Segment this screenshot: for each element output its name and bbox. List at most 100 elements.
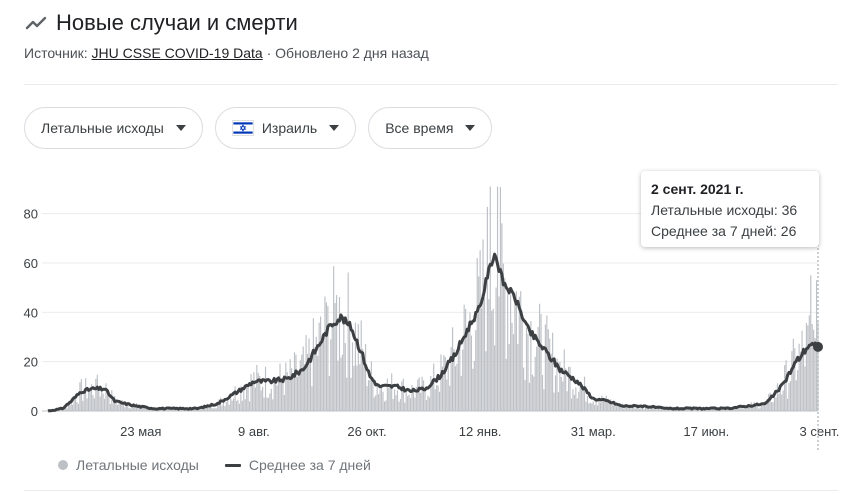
deaths-bar bbox=[101, 387, 103, 411]
deaths-bar bbox=[611, 402, 613, 411]
deaths-bar bbox=[566, 391, 568, 411]
deaths-bar bbox=[325, 302, 327, 411]
deaths-bar bbox=[504, 277, 506, 411]
deaths-bar bbox=[766, 398, 768, 411]
deaths-bar bbox=[151, 409, 153, 411]
deaths-bar bbox=[560, 376, 562, 411]
deaths-bar bbox=[478, 276, 480, 411]
deaths-bar bbox=[288, 378, 290, 411]
deaths-bar bbox=[502, 263, 504, 411]
deaths-bar bbox=[212, 408, 214, 411]
deaths-bar bbox=[467, 324, 470, 411]
deaths-bar bbox=[694, 409, 696, 411]
deaths-bar bbox=[96, 374, 98, 411]
deaths-bar bbox=[114, 396, 116, 411]
x-tick-label: 3 сент. bbox=[800, 424, 840, 439]
deaths-bar bbox=[66, 408, 68, 411]
deaths-bar bbox=[134, 404, 136, 411]
deaths-bar bbox=[333, 266, 335, 411]
deaths-bar bbox=[737, 409, 739, 411]
tooltip-date: 2 сент. 2021 г. bbox=[651, 181, 744, 197]
deaths-bar bbox=[349, 324, 351, 411]
x-tick-label: 23 мая bbox=[120, 424, 161, 439]
page-title: Новые случаи и смерти bbox=[56, 10, 298, 35]
deaths-bar bbox=[499, 187, 502, 411]
deaths-bar bbox=[524, 380, 526, 411]
deaths-bar bbox=[286, 372, 288, 411]
deaths-bar bbox=[99, 396, 101, 411]
deaths-bar bbox=[376, 385, 378, 411]
deaths-bar bbox=[279, 363, 281, 411]
y-axis-ticks: 0 20 40 60 80 bbox=[24, 207, 38, 419]
deaths-bar bbox=[475, 330, 477, 411]
deaths-bar bbox=[335, 295, 338, 411]
deaths-bar bbox=[655, 409, 657, 411]
deaths-bar bbox=[562, 381, 564, 411]
deaths-bar bbox=[595, 401, 597, 411]
deaths-bar bbox=[266, 397, 268, 411]
deaths-bar bbox=[246, 386, 248, 411]
deaths-bar bbox=[470, 335, 473, 411]
deaths-bar bbox=[408, 394, 410, 411]
deaths-bar bbox=[208, 407, 210, 411]
deaths-bar bbox=[443, 355, 445, 411]
deaths-bar bbox=[392, 399, 394, 411]
deaths-bar bbox=[137, 407, 139, 411]
deaths-bar bbox=[417, 379, 419, 411]
deaths-bar bbox=[782, 390, 784, 411]
deaths-bar bbox=[730, 409, 732, 411]
deaths-chart[interactable]: 0 20 40 60 80 23 мая 9 авг. 26 окт. 12 янв. 31 м… bbox=[0, 160, 850, 450]
deaths-bar bbox=[784, 365, 786, 411]
deaths-bar bbox=[270, 388, 272, 411]
deaths-bar bbox=[341, 354, 343, 411]
deaths-bar bbox=[707, 409, 709, 411]
deaths-bar bbox=[92, 395, 94, 411]
deaths-bar bbox=[669, 409, 671, 411]
deaths-bar bbox=[315, 336, 317, 411]
deaths-bar bbox=[457, 343, 459, 411]
deaths-bar bbox=[434, 389, 436, 411]
deaths-bar bbox=[131, 405, 133, 411]
deaths-bar bbox=[791, 351, 793, 411]
source-line: Источник: JHU CSSE COVID-19 Data · Обнов… bbox=[24, 45, 429, 61]
deaths-bar bbox=[505, 358, 507, 411]
deaths-bar bbox=[772, 402, 774, 411]
deaths-bar bbox=[415, 386, 417, 411]
deaths-bar bbox=[739, 408, 741, 411]
deaths-bar bbox=[436, 385, 438, 411]
deaths-bar bbox=[544, 324, 546, 411]
source-link[interactable]: JHU CSSE COVID-19 Data bbox=[91, 45, 263, 61]
deaths-bar bbox=[453, 349, 455, 411]
deaths-bar bbox=[144, 407, 146, 411]
metric-dropdown-label: Летальные исходы bbox=[41, 120, 164, 136]
metric-dropdown[interactable]: Летальные исходы bbox=[24, 107, 203, 149]
deaths-bar bbox=[233, 398, 235, 411]
deaths-bar bbox=[176, 409, 178, 411]
deaths-bar bbox=[225, 401, 227, 411]
deaths-bar bbox=[517, 344, 519, 411]
deaths-bar bbox=[85, 378, 87, 411]
deaths-bar bbox=[714, 409, 716, 411]
y-tick-label: 0 bbox=[31, 404, 38, 419]
deaths-bar bbox=[508, 344, 510, 411]
deaths-bar bbox=[433, 363, 435, 411]
deaths-bar bbox=[733, 408, 735, 411]
deaths-bar bbox=[296, 376, 298, 411]
deaths-bar bbox=[395, 395, 397, 411]
period-dropdown[interactable]: Все время bbox=[368, 107, 493, 149]
chart-tooltip: 2 сент. 2021 г. Летальные исходы: 36 Сре… bbox=[641, 171, 819, 247]
deaths-bar bbox=[715, 409, 718, 411]
deaths-bar bbox=[221, 405, 223, 411]
deaths-bar bbox=[744, 409, 747, 411]
deaths-bar bbox=[472, 368, 474, 411]
deaths-bar bbox=[118, 401, 120, 411]
deaths-bar bbox=[269, 393, 271, 411]
deaths-bar bbox=[496, 186, 499, 411]
deaths-bar bbox=[185, 409, 187, 411]
deaths-bar bbox=[285, 362, 287, 411]
country-dropdown[interactable]: Израиль bbox=[214, 107, 357, 149]
deaths-bar bbox=[768, 394, 770, 411]
deaths-bar bbox=[486, 206, 488, 411]
deaths-bar bbox=[528, 382, 531, 411]
deaths-bar bbox=[762, 403, 764, 411]
